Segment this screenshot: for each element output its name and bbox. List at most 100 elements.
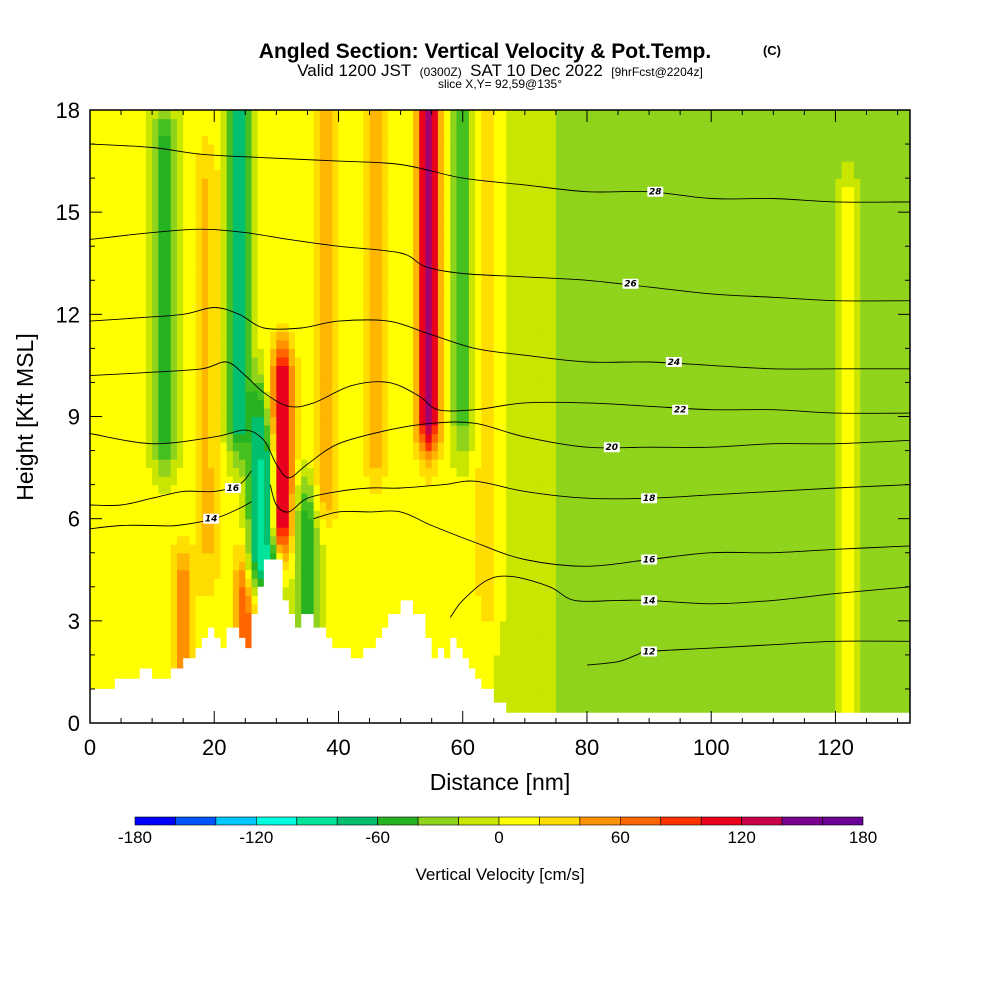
velocity-cell (239, 365, 246, 375)
velocity-cell (282, 467, 290, 477)
velocity-cell (313, 365, 321, 375)
velocity-cell (257, 399, 265, 409)
velocity-cell (456, 220, 464, 230)
velocity-cell (127, 178, 135, 188)
velocity-cell (425, 629, 433, 639)
velocity-cell (462, 552, 470, 562)
velocity-cell (350, 407, 358, 418)
velocity-cell (108, 339, 116, 349)
velocity-cell (375, 425, 383, 435)
velocity-cell (431, 450, 439, 460)
velocity-cell (338, 595, 346, 605)
velocity-cell (406, 220, 414, 230)
velocity-cell (214, 169, 222, 179)
velocity-cell (139, 493, 147, 503)
velocity-cell (394, 152, 402, 162)
velocity-cell (176, 110, 184, 120)
velocity-cell (195, 110, 203, 120)
velocity-cell (201, 127, 209, 137)
velocity-cell (518, 671, 526, 682)
velocity-cell (232, 229, 240, 239)
velocity-cell (363, 382, 371, 392)
velocity-cell (301, 373, 309, 384)
velocity-cell (481, 620, 489, 630)
velocity-cell (350, 595, 358, 605)
velocity-cell (350, 373, 358, 384)
velocity-cell (158, 263, 166, 273)
velocity-cell (512, 331, 520, 341)
velocity-cell (152, 314, 159, 324)
velocity-cell (127, 110, 135, 120)
velocity-cell (257, 271, 265, 281)
velocity-cell (133, 527, 141, 537)
velocity-cell (307, 186, 315, 196)
velocity-cell (444, 195, 451, 205)
velocity-cell (450, 595, 458, 605)
velocity-cell (127, 237, 135, 247)
velocity-cell (301, 407, 309, 418)
velocity-cell (139, 212, 147, 222)
velocity-cell (90, 186, 97, 196)
velocity-cell (295, 322, 302, 332)
velocity-cell (183, 467, 190, 477)
velocity-cell (189, 144, 197, 154)
velocity-cell (413, 552, 420, 562)
velocity-cell (344, 595, 352, 605)
velocity-cell (127, 620, 135, 630)
velocity-cell (357, 144, 364, 154)
velocity-cell (350, 348, 358, 358)
velocity-cell (425, 144, 433, 154)
velocity-cell (139, 118, 147, 128)
velocity-cell (326, 450, 333, 460)
velocity-cell (214, 135, 222, 145)
velocity-cell (232, 365, 240, 375)
velocity-cell (487, 629, 495, 639)
velocity-cell (487, 246, 495, 256)
velocity-cell (220, 288, 228, 298)
velocity-cell (400, 544, 408, 554)
velocity-cell (363, 612, 371, 622)
velocity-cell (462, 407, 470, 418)
velocity-cell (276, 382, 284, 392)
velocity-cell (195, 382, 203, 392)
velocity-cell (176, 280, 184, 290)
velocity-cell (214, 178, 222, 188)
velocity-cell (164, 271, 172, 281)
velocity-cell (239, 629, 246, 639)
velocity-cell (487, 535, 495, 545)
velocity-cell (282, 237, 290, 247)
velocity-cell (363, 314, 371, 324)
velocity-cell (245, 161, 253, 171)
velocity-cell (400, 237, 408, 247)
velocity-cell (108, 544, 116, 554)
velocity-cell (164, 127, 172, 137)
velocity-cell (437, 493, 445, 503)
velocity-cell (121, 203, 128, 213)
velocity-cell (338, 637, 346, 647)
velocity-cell (506, 339, 514, 349)
velocity-cell (450, 339, 458, 349)
velocity-cell (133, 390, 141, 401)
velocity-cell (288, 433, 296, 443)
velocity-cell (462, 144, 470, 154)
velocity-cell (350, 442, 358, 452)
velocity-cell (307, 467, 315, 477)
velocity-cell (450, 348, 458, 358)
velocity-cell (468, 518, 476, 528)
velocity-cell (326, 578, 333, 588)
velocity-cell (295, 373, 302, 384)
velocity-cell (195, 280, 203, 290)
velocity-cell (114, 416, 122, 426)
velocity-cell (96, 569, 104, 579)
velocity-cell (133, 629, 141, 639)
velocity-cell (145, 203, 153, 213)
velocity-cell (363, 288, 371, 298)
velocity-cell (139, 646, 147, 656)
velocity-cell (500, 459, 507, 469)
velocity-cell (127, 407, 135, 418)
velocity-cell (326, 442, 333, 452)
velocity-cell (208, 203, 215, 213)
velocity-cell (493, 484, 501, 494)
velocity-cell (220, 348, 228, 358)
velocity-cell (450, 561, 458, 571)
